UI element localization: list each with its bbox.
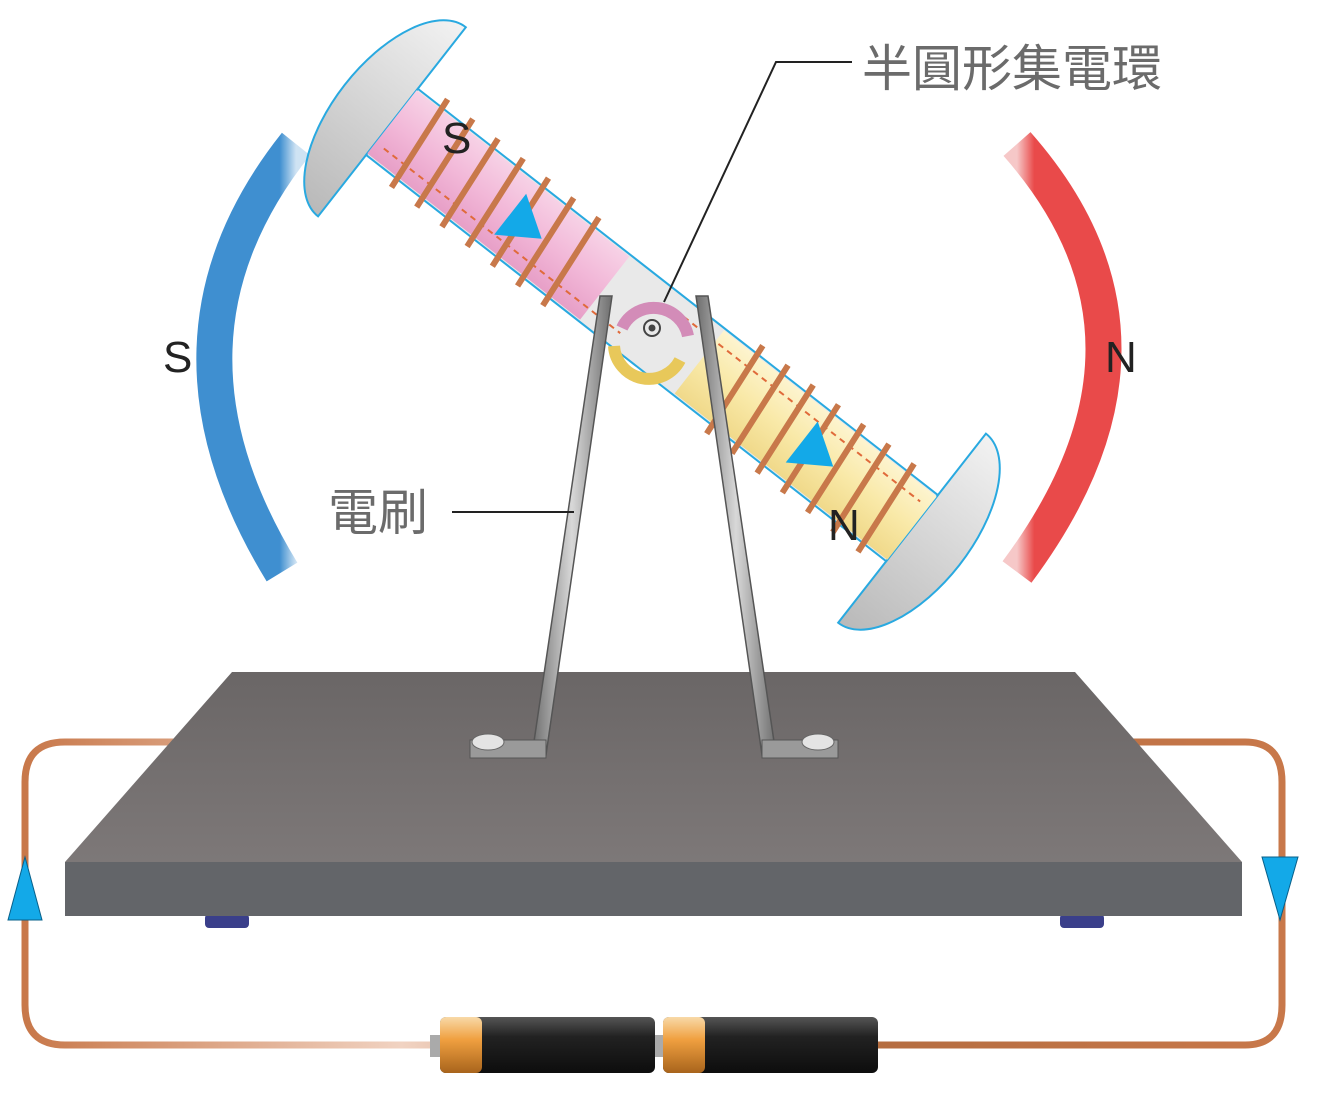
- commutator-leader-line: [663, 61, 852, 303]
- base-front: [65, 862, 1242, 916]
- right-pole-label: N: [1105, 333, 1137, 382]
- current-arrow-up: [7, 855, 43, 921]
- armature-core-pink: [367, 90, 630, 320]
- armature-cap-bottom: [836, 432, 1001, 631]
- armature-top-pole-label: S: [442, 114, 471, 163]
- coil-arrow-bottom: [785, 421, 834, 467]
- battery-left: [430, 1017, 655, 1073]
- coil-arrow-top: [494, 193, 542, 239]
- commutator-label: 半圓形集電環: [862, 40, 1162, 98]
- battery-right: [655, 1017, 878, 1073]
- base-foot-right: [1060, 914, 1104, 928]
- base-top: [65, 672, 1242, 862]
- right-field-magnet: [1002, 132, 1122, 583]
- commutator: [608, 301, 694, 385]
- armature-cap-top: [303, 19, 468, 218]
- left-pole-label: S: [163, 333, 192, 382]
- brush-label: 電刷: [328, 484, 428, 542]
- armature-bottom-pole-label: N: [828, 501, 860, 550]
- left-field-magnet: [196, 132, 311, 582]
- base-foot-left: [205, 914, 249, 928]
- current-arrow-down: [1261, 856, 1299, 922]
